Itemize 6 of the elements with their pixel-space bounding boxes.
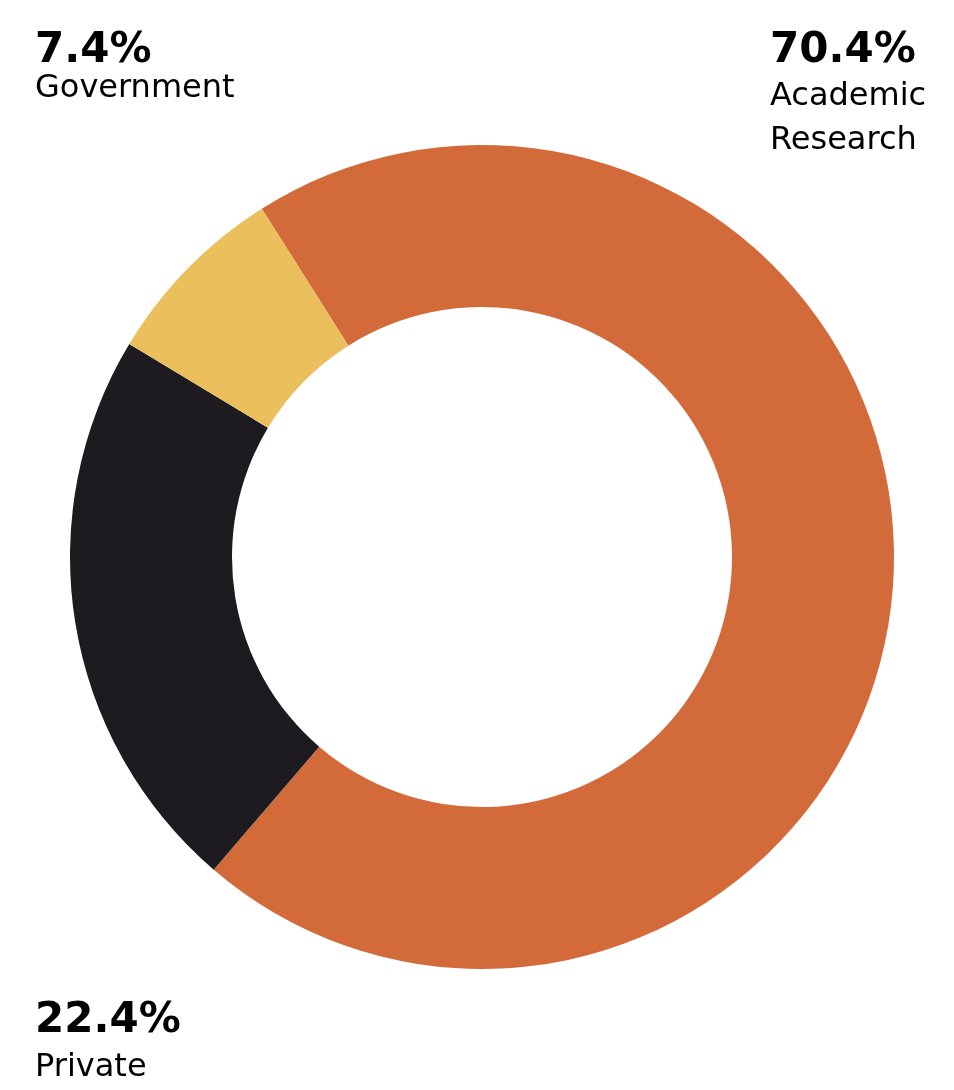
slice-label: Academic Research [770,75,927,157]
slice-label: Private [35,1046,147,1084]
data-label: 22.4% [35,993,181,1042]
donut-slice [129,208,349,428]
data-label: 70.4% [770,23,916,72]
donut-slice [70,344,320,870]
